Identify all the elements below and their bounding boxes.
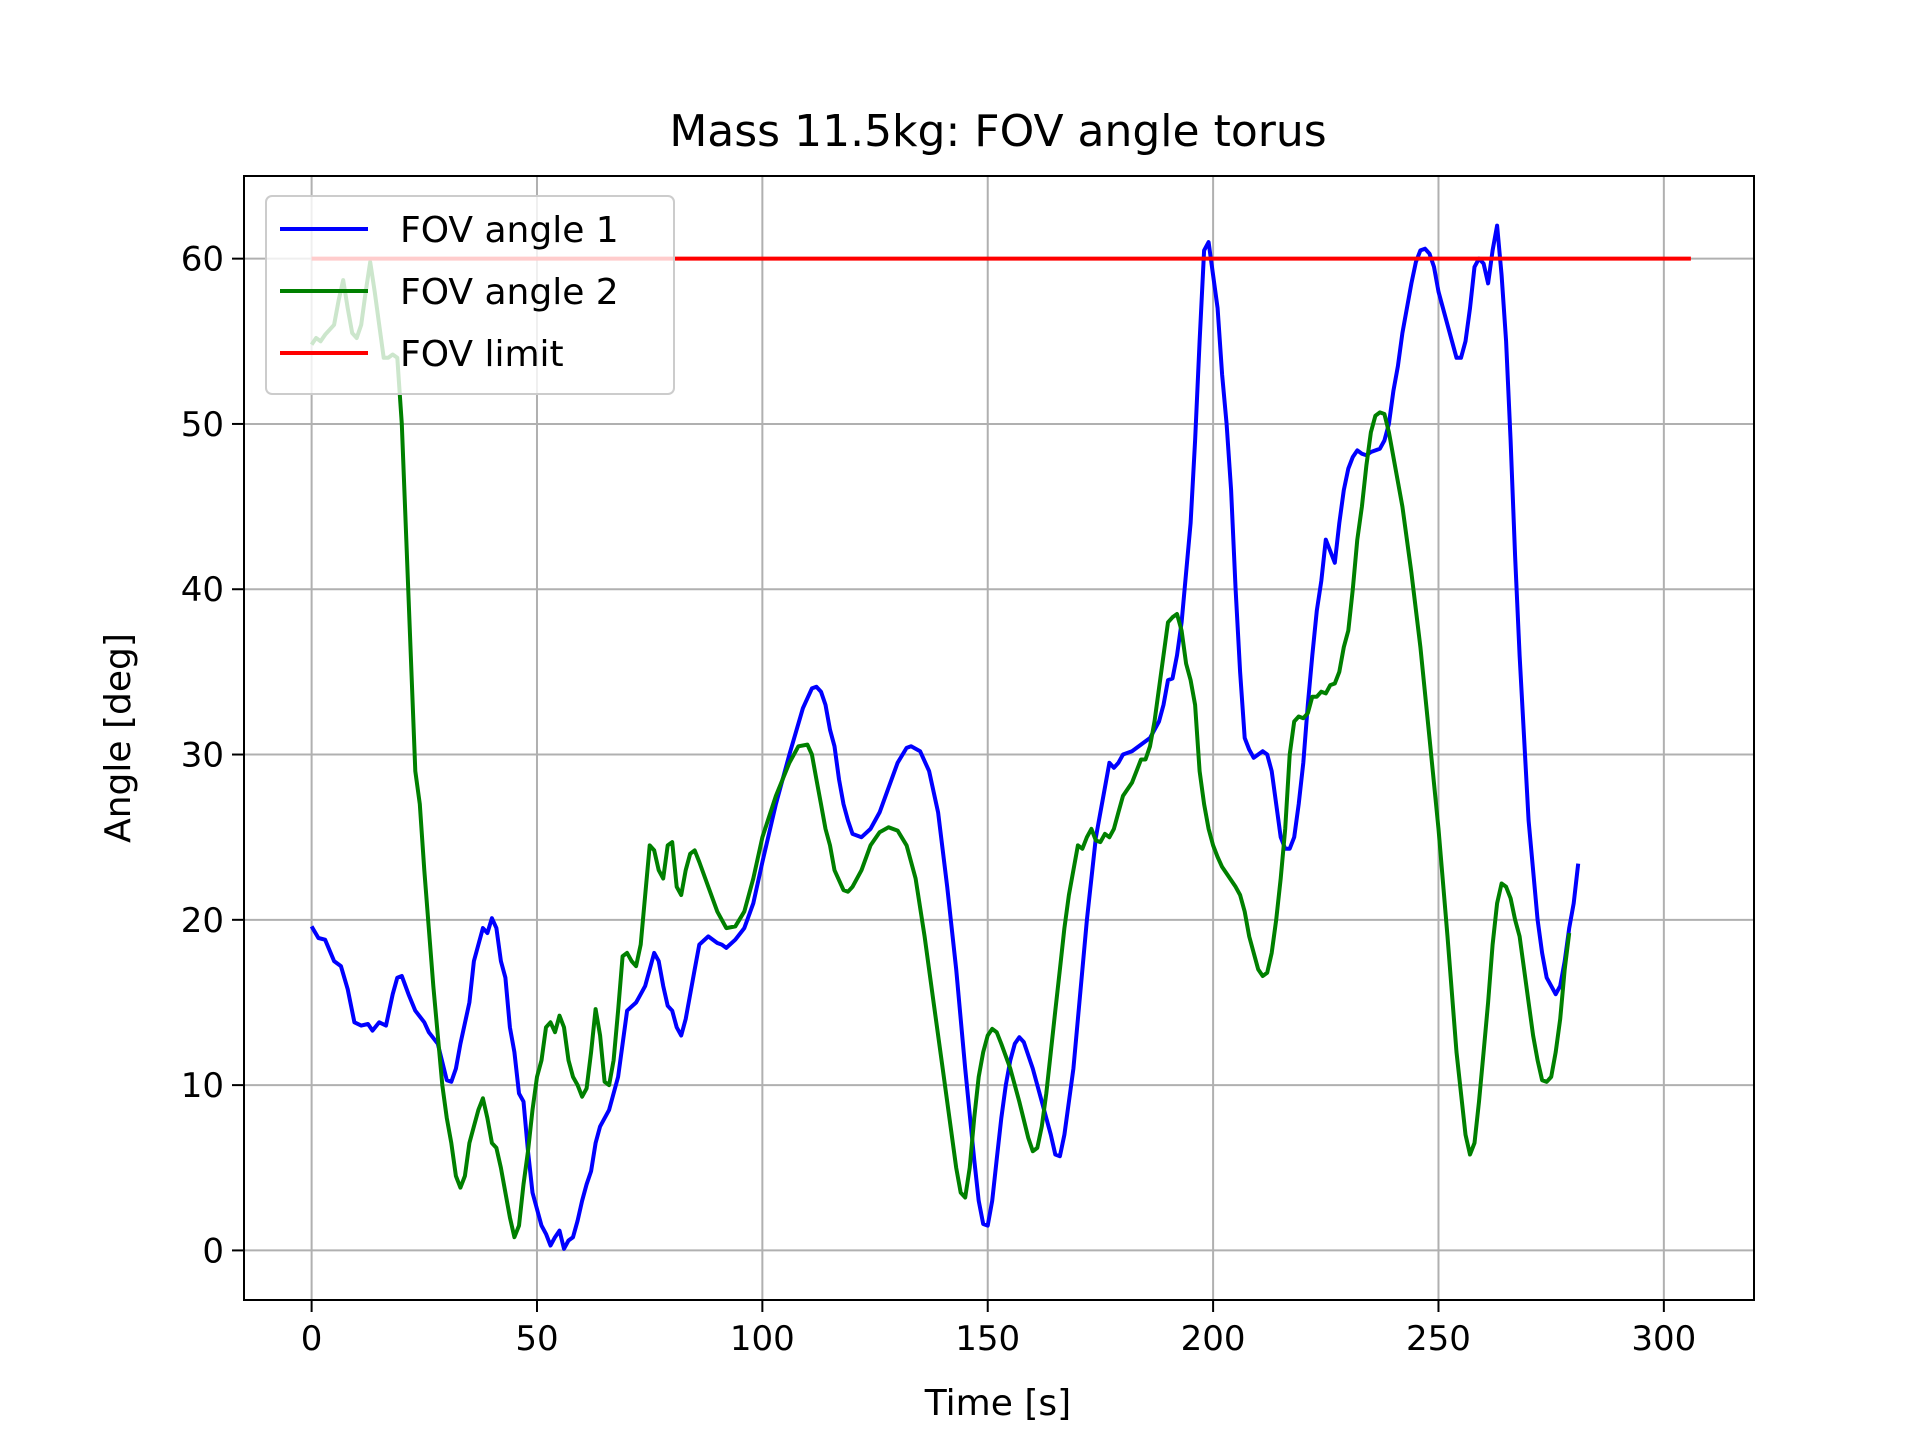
series-line-fov-angle-2 (309, 260, 1572, 1240)
series-line-fov-angle-1 (309, 223, 1581, 1251)
x-tick-label: 300 (1631, 1319, 1696, 1359)
legend-label-fov-limit: FOV limit (400, 334, 564, 375)
y-tick-label: 0 (202, 1231, 224, 1271)
x-tick-label: 150 (955, 1319, 1020, 1359)
x-axis: 0 50 100 150 200 250 300 (301, 1300, 1696, 1359)
y-tick-label: 30 (181, 736, 224, 776)
legend-label-fov-angle-2: FOV angle 2 (400, 272, 619, 313)
y-tick-label: 20 (181, 901, 224, 941)
x-tick-label: 200 (1181, 1319, 1246, 1359)
x-tick-label: 250 (1406, 1319, 1471, 1359)
y-axis: 0 10 20 30 40 50 60 (181, 240, 244, 1271)
legend: FOV angle 1 FOV angle 2 FOV limit (265, 195, 675, 395)
x-tick-label: 0 (301, 1319, 323, 1359)
y-tick-label: 50 (181, 405, 224, 445)
legend-box (265, 195, 675, 395)
y-tick-label: 60 (181, 240, 224, 280)
plot-frame (243, 175, 1755, 1301)
legend-label-fov-angle-1: FOV angle 1 (400, 210, 619, 251)
y-tick-label: 40 (181, 570, 224, 610)
x-axis-label: Time [s] (924, 1383, 1071, 1424)
x-tick-label: 50 (515, 1319, 558, 1359)
y-axis-label: Angle [deg] (98, 633, 139, 843)
x-tick-label: 100 (730, 1319, 795, 1359)
chart-title: Mass 11.5kg: FOV angle torus (669, 106, 1326, 157)
y-tick-label: 10 (181, 1066, 224, 1106)
